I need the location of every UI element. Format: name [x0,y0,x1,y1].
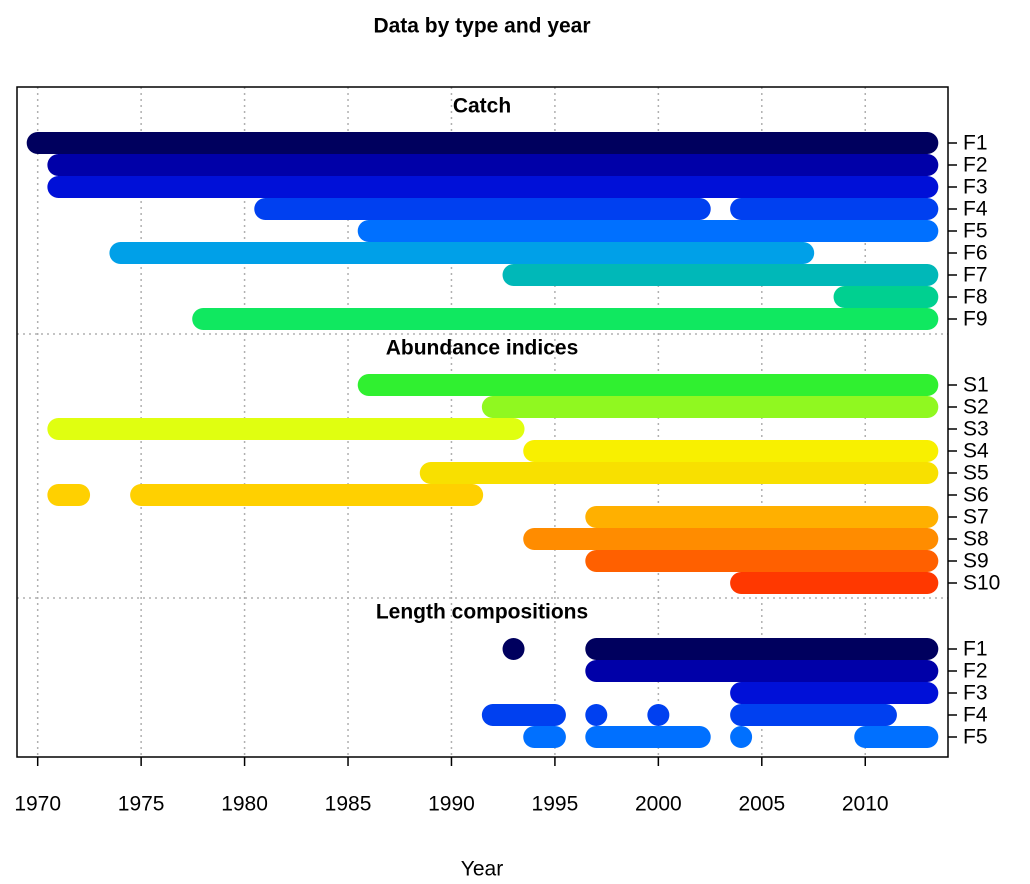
group-title: Catch [453,95,511,118]
row-label: S3 [963,418,989,441]
data-point [730,726,753,748]
row-label: F2 [963,154,988,177]
row-label: F2 [963,660,988,683]
row-label: S1 [963,374,989,397]
x-axis-label: Year [461,858,503,881]
row-label: F1 [963,638,988,661]
data-point [502,638,525,660]
row-label: F3 [963,176,988,199]
row-label: S2 [963,396,989,419]
row-label: F3 [963,682,988,705]
x-tick-label: 2005 [738,793,785,816]
row-label: S8 [963,528,989,551]
row-label: F9 [963,308,988,331]
plot-frame [16,86,949,758]
chart-title: Data by type and year [373,15,590,38]
row-label: S4 [963,440,989,463]
x-tick-label: 1975 [118,793,165,816]
data-point [585,704,608,726]
x-tick-label: 2010 [842,793,889,816]
row-label: S6 [963,484,989,507]
x-tick-label: 1980 [221,793,268,816]
row-label: F6 [963,242,988,265]
x-tick-label: 1990 [428,793,475,816]
group-title: Abundance indices [386,337,579,360]
x-tick-label: 1995 [532,793,579,816]
row-label: F5 [963,726,988,749]
row-label: F5 [963,220,988,243]
row-label: F1 [963,132,988,155]
row-label: F7 [963,264,988,287]
row-label: S9 [963,550,989,573]
row-label: F4 [963,198,988,221]
x-tick-label: 1985 [325,793,372,816]
group-title: Length compositions [376,601,588,624]
row-label: F4 [963,704,988,727]
row-label: F8 [963,286,988,309]
row-label: S7 [963,506,989,529]
row-label: S10 [963,572,1000,595]
x-tick-label: 2000 [635,793,682,816]
row-label: S5 [963,462,989,485]
data-point [647,704,670,726]
x-tick-label: 1970 [14,793,61,816]
